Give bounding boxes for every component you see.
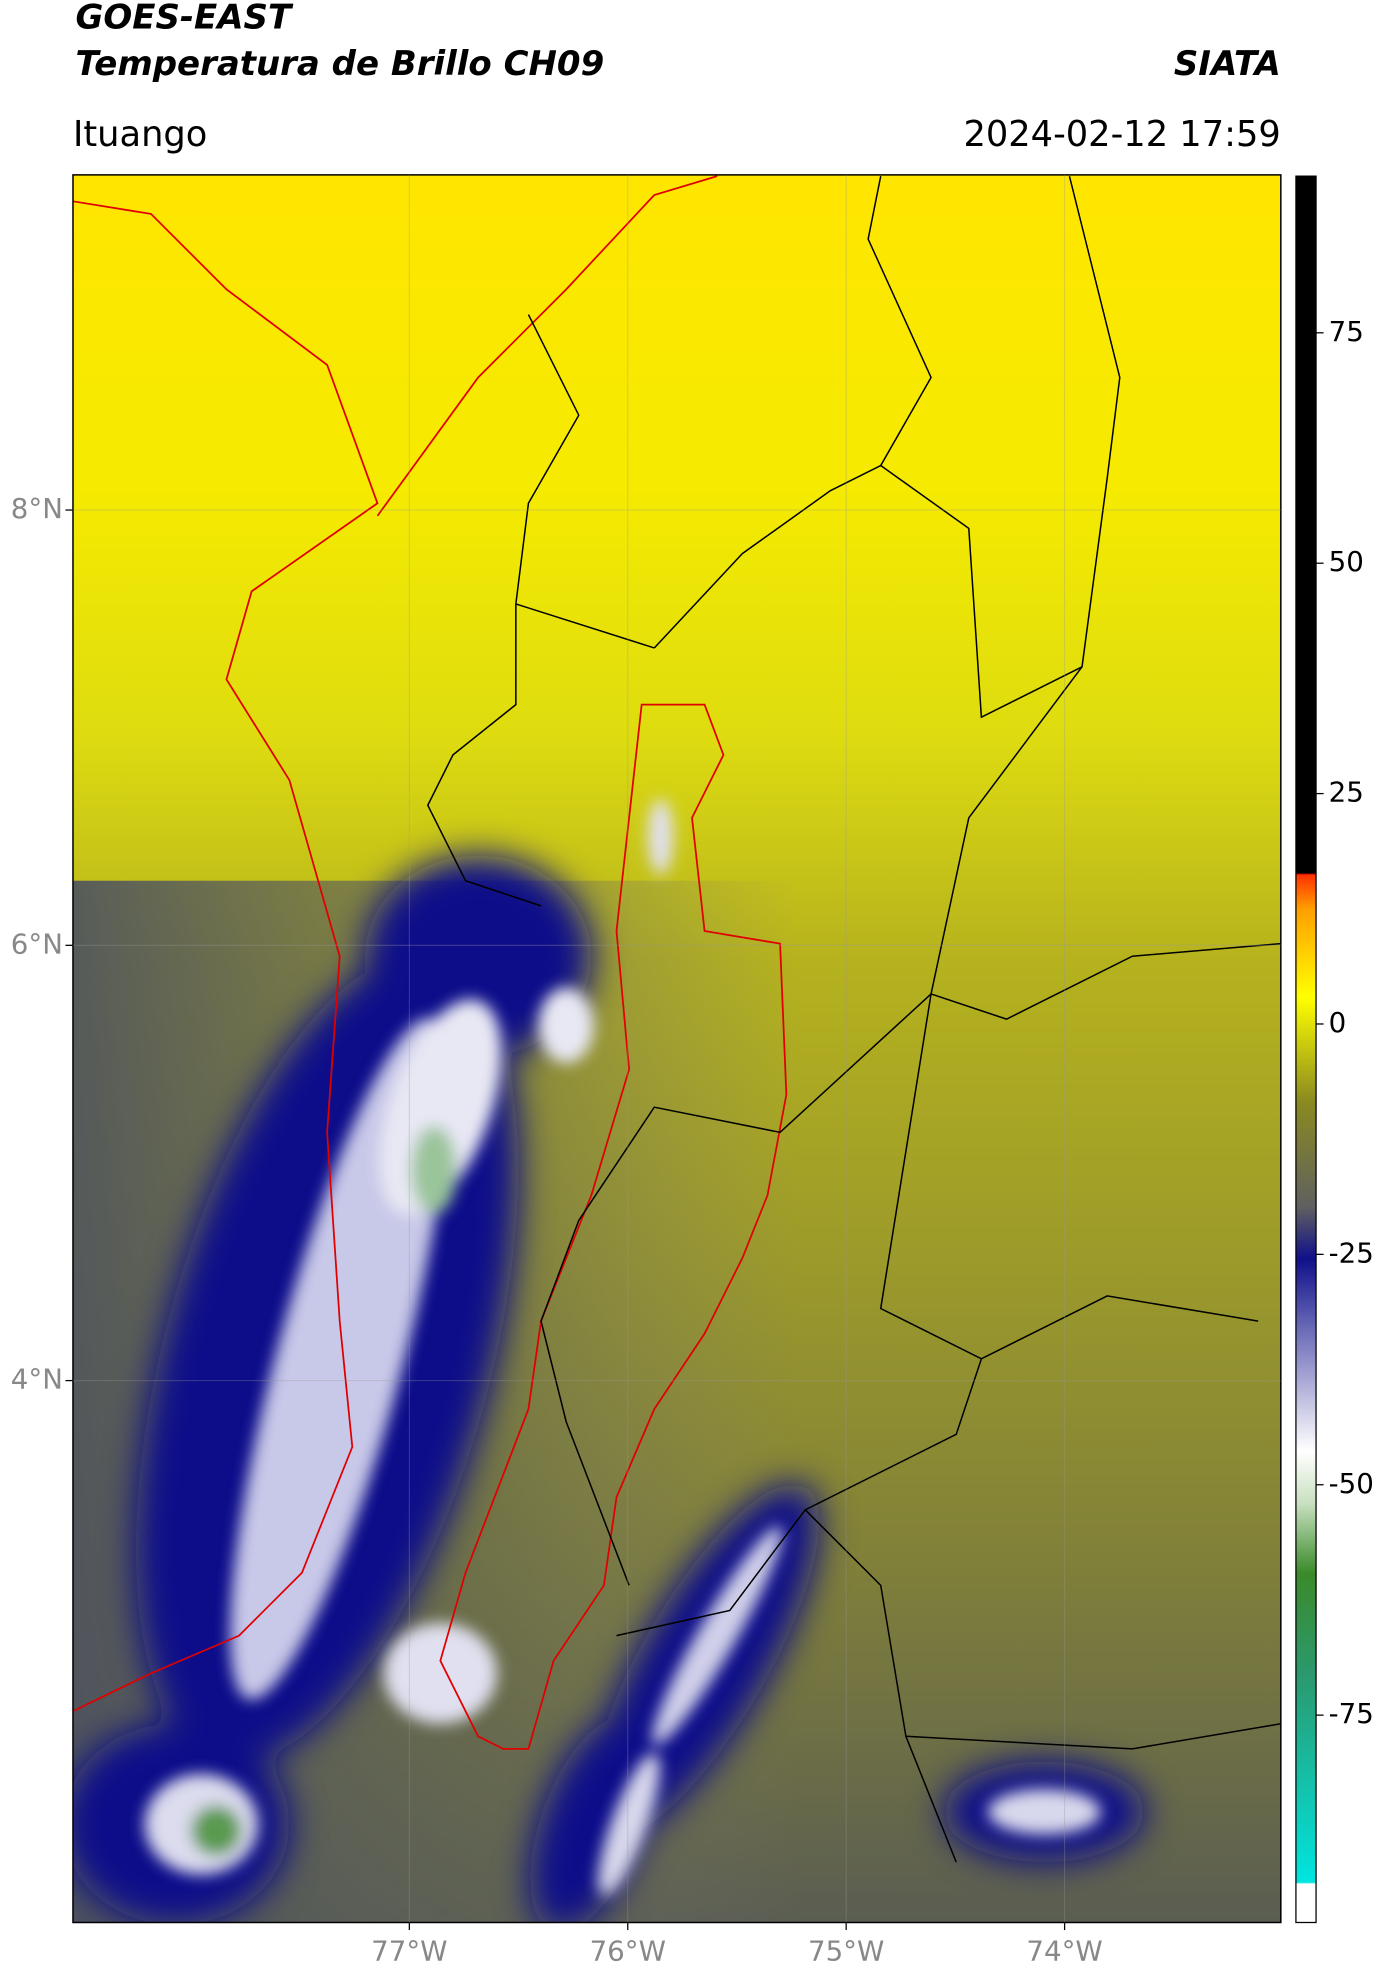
map-image (72, 174, 1281, 1923)
colorbar-tick-label: -75 (1329, 1697, 1374, 1730)
title: GOES-EAST (75, 0, 293, 37)
axes: 77°W 76°W 75°W 74°W 8°N 6°N 4°N 75 50 25 0 -25 -50 -7… (11, 174, 1374, 1968)
colorbar (1295, 175, 1317, 1924)
colorbar-tick-label: 0 (1329, 1006, 1347, 1039)
colorbar-tick-label: -25 (1329, 1236, 1374, 1269)
x-tick-label: 77°W (371, 1935, 447, 1968)
colorbar-tick-label: 50 (1329, 545, 1364, 578)
timestamp: 2024-02-12 17:59 (963, 114, 1280, 155)
x-tick-label: 75°W (808, 1935, 884, 1968)
colorbar-tick-label: -50 (1329, 1467, 1374, 1500)
location: Ituango (73, 114, 207, 155)
colorbar-tick-label: 75 (1329, 315, 1364, 348)
subtitle: Temperatura de Brillo CH09 (75, 44, 604, 84)
map-frame (72, 174, 1282, 1924)
y-tick-label: 8°N (11, 492, 63, 525)
brand: SIATA (1174, 44, 1281, 84)
colorbar-tick-label: 25 (1329, 776, 1364, 809)
x-tick-label: 74°W (1026, 1935, 1102, 1968)
y-tick-label: 4°N (11, 1363, 63, 1396)
x-tick-label: 76°W (590, 1935, 666, 1968)
y-tick-label: 6°N (11, 927, 63, 960)
